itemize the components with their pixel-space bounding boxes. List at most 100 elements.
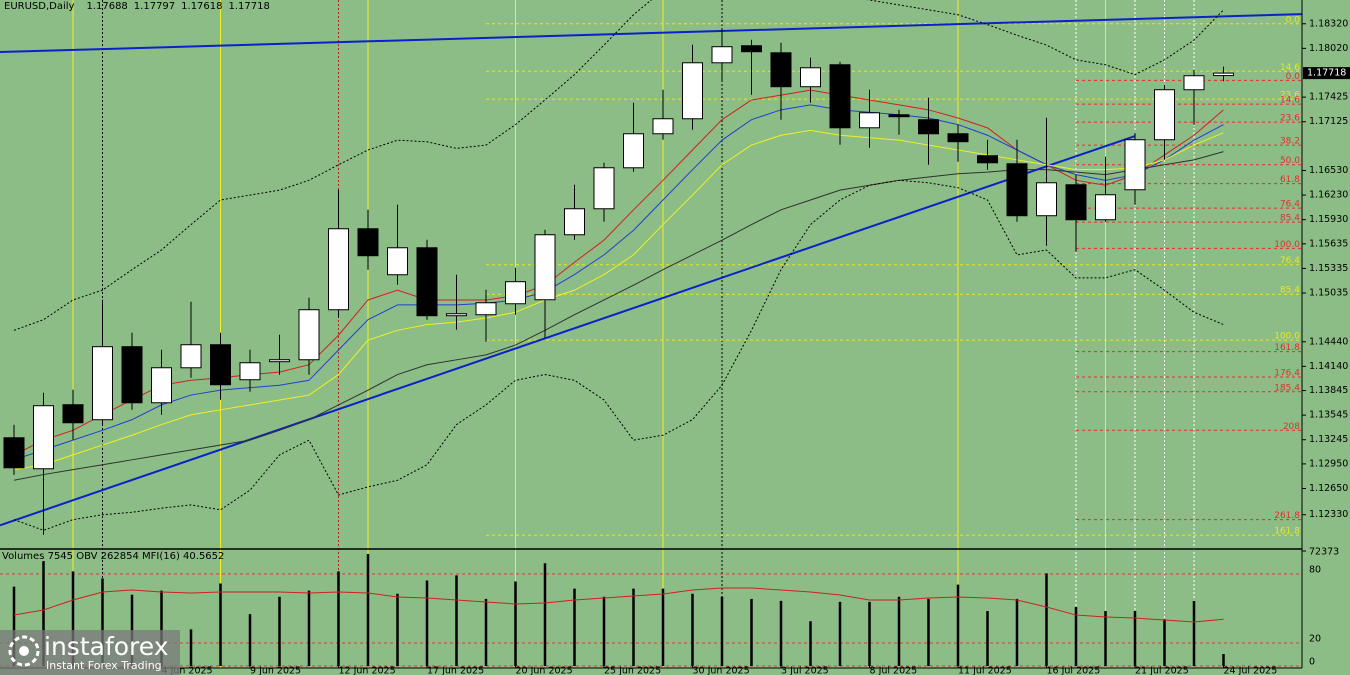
candle-body (328, 228, 349, 311)
y-tick-label: 1.13245 (1309, 434, 1348, 445)
y-tick-label: 1.12950 (1309, 458, 1348, 469)
volume-pane (0, 554, 1302, 667)
fib-label: 14.6 (1280, 63, 1300, 73)
candle-body (92, 346, 113, 421)
candle-body (623, 133, 644, 169)
y-tick-label: 1.14140 (1309, 361, 1348, 372)
y-tick-label: 1.17125 (1309, 116, 1348, 127)
candle-body (977, 155, 998, 164)
candle-body (682, 62, 703, 120)
candle-body (210, 344, 231, 386)
fib-label: 76.4 (1280, 200, 1300, 210)
candle-body (1213, 72, 1234, 77)
trend-line (0, 135, 1136, 527)
fib-label: 161.8 (1274, 527, 1300, 537)
candle-body (1183, 75, 1205, 91)
candle-body (947, 133, 969, 143)
candle-body (1154, 89, 1175, 141)
y-tick-label: 1.15035 (1309, 288, 1348, 299)
candle-body (918, 119, 939, 135)
fib-label: 23.6 (1280, 114, 1300, 124)
y-tick-label: 1.18320 (1309, 18, 1348, 29)
mfi-line (13, 587, 1224, 623)
candle-body (357, 228, 379, 257)
y-tick-label: 1.12650 (1309, 483, 1348, 494)
fib-label: 38.2 (1280, 137, 1300, 147)
fib-label: 185.4 (1274, 383, 1300, 393)
x-tick-label: 24 Jul 2025 (1224, 666, 1278, 675)
candle-body (505, 281, 526, 305)
logo-icon-core (19, 646, 29, 656)
y2-tick-label: 80 (1309, 565, 1321, 576)
indicator-line (13, 104, 1224, 461)
symbol: EURUSD,Daily (4, 1, 75, 12)
candle-body (298, 309, 320, 361)
candle-body (593, 167, 615, 210)
candle-body (711, 46, 733, 64)
x-tick-label: 21 Jul 2025 (1135, 666, 1189, 675)
candle-body (1065, 184, 1087, 221)
fib-label: 261.8 (1274, 511, 1300, 521)
y2-tick-label: 20 (1309, 634, 1321, 645)
chart-header: EURUSD,Daily 1.17688 1.17797 1.17618 1.17718 (4, 1, 270, 12)
y-tick-label: 1.18020 (1309, 43, 1348, 54)
y-tick-label: 1.15635 (1309, 238, 1348, 249)
x-tick-label: 30 Jun 2025 (693, 666, 750, 675)
candle-body (1036, 182, 1057, 217)
x-tick-label: 4 Jun 2025 (162, 666, 213, 675)
fib-label: 208 (1283, 422, 1300, 432)
candle-body (1006, 163, 1028, 217)
x-tick-label: 9 Jun 2025 (250, 666, 301, 675)
fib-label: 61.8 (1280, 175, 1300, 185)
x-tick-label: 25 Jun 2025 (604, 666, 661, 675)
y-tick-label: 1.15930 (1309, 214, 1348, 225)
fib-label: 100.0 (1274, 240, 1300, 250)
y-tick-label: 1.13845 (1309, 385, 1348, 396)
logo-backdrop (0, 630, 180, 675)
volume-tick-label: 72373 (1309, 547, 1339, 558)
y-tick-label: 1.12330 (1309, 509, 1348, 520)
y-tick-label: 1.14440 (1309, 336, 1348, 347)
indicator-line (13, 0, 1224, 331)
fib-label: 0.0 (1286, 15, 1301, 25)
trend-lines (0, 13, 1302, 527)
candle-body (62, 404, 84, 424)
y-tick-label: 1.16230 (1309, 190, 1348, 201)
x-tick-label: 3 Jul 2025 (781, 666, 829, 675)
close-value: 1.17718 (229, 1, 270, 12)
x-tick-label: 17 Jun 2025 (427, 666, 484, 675)
x-tick-label: 16 Jul 2025 (1047, 666, 1101, 675)
candle-body (269, 359, 290, 363)
x-tick-label: 8 Jul 2025 (870, 666, 918, 675)
candle-body (888, 114, 910, 118)
logo: instaforex Instant Forex Trading (0, 630, 180, 675)
candle-body (239, 362, 261, 381)
candle-body (652, 118, 674, 135)
y-tick-label: 1.17425 (1309, 92, 1348, 103)
fib-label: 50.0 (1280, 156, 1300, 166)
x-tick-label: 11 Jul 2025 (958, 666, 1012, 675)
candle-body (1124, 139, 1146, 191)
candle-body (446, 313, 467, 317)
high-value: 1.17797 (134, 1, 175, 12)
candle-body (121, 346, 143, 404)
trend-line (0, 13, 1302, 54)
candles (3, 29, 1234, 535)
candle-body (1095, 194, 1116, 221)
candle-body (180, 344, 202, 369)
fib-label: 100.0 (1274, 332, 1300, 342)
indicator-line (13, 129, 1224, 471)
candle-body (800, 67, 821, 88)
logo-tagline: Instant Forex Trading (46, 659, 162, 672)
current-price-box (1303, 67, 1350, 80)
open-value: 1.17688 (86, 1, 127, 12)
candle-body (416, 247, 438, 317)
y-tick-label: 1.13545 (1309, 410, 1348, 421)
candle-body (829, 64, 851, 129)
price-axis: 1.18320 1.18020 1.17425 1.17125 1.16530 1.162… (1302, 18, 1348, 520)
y2-tick-label: 0 (1309, 657, 1315, 668)
